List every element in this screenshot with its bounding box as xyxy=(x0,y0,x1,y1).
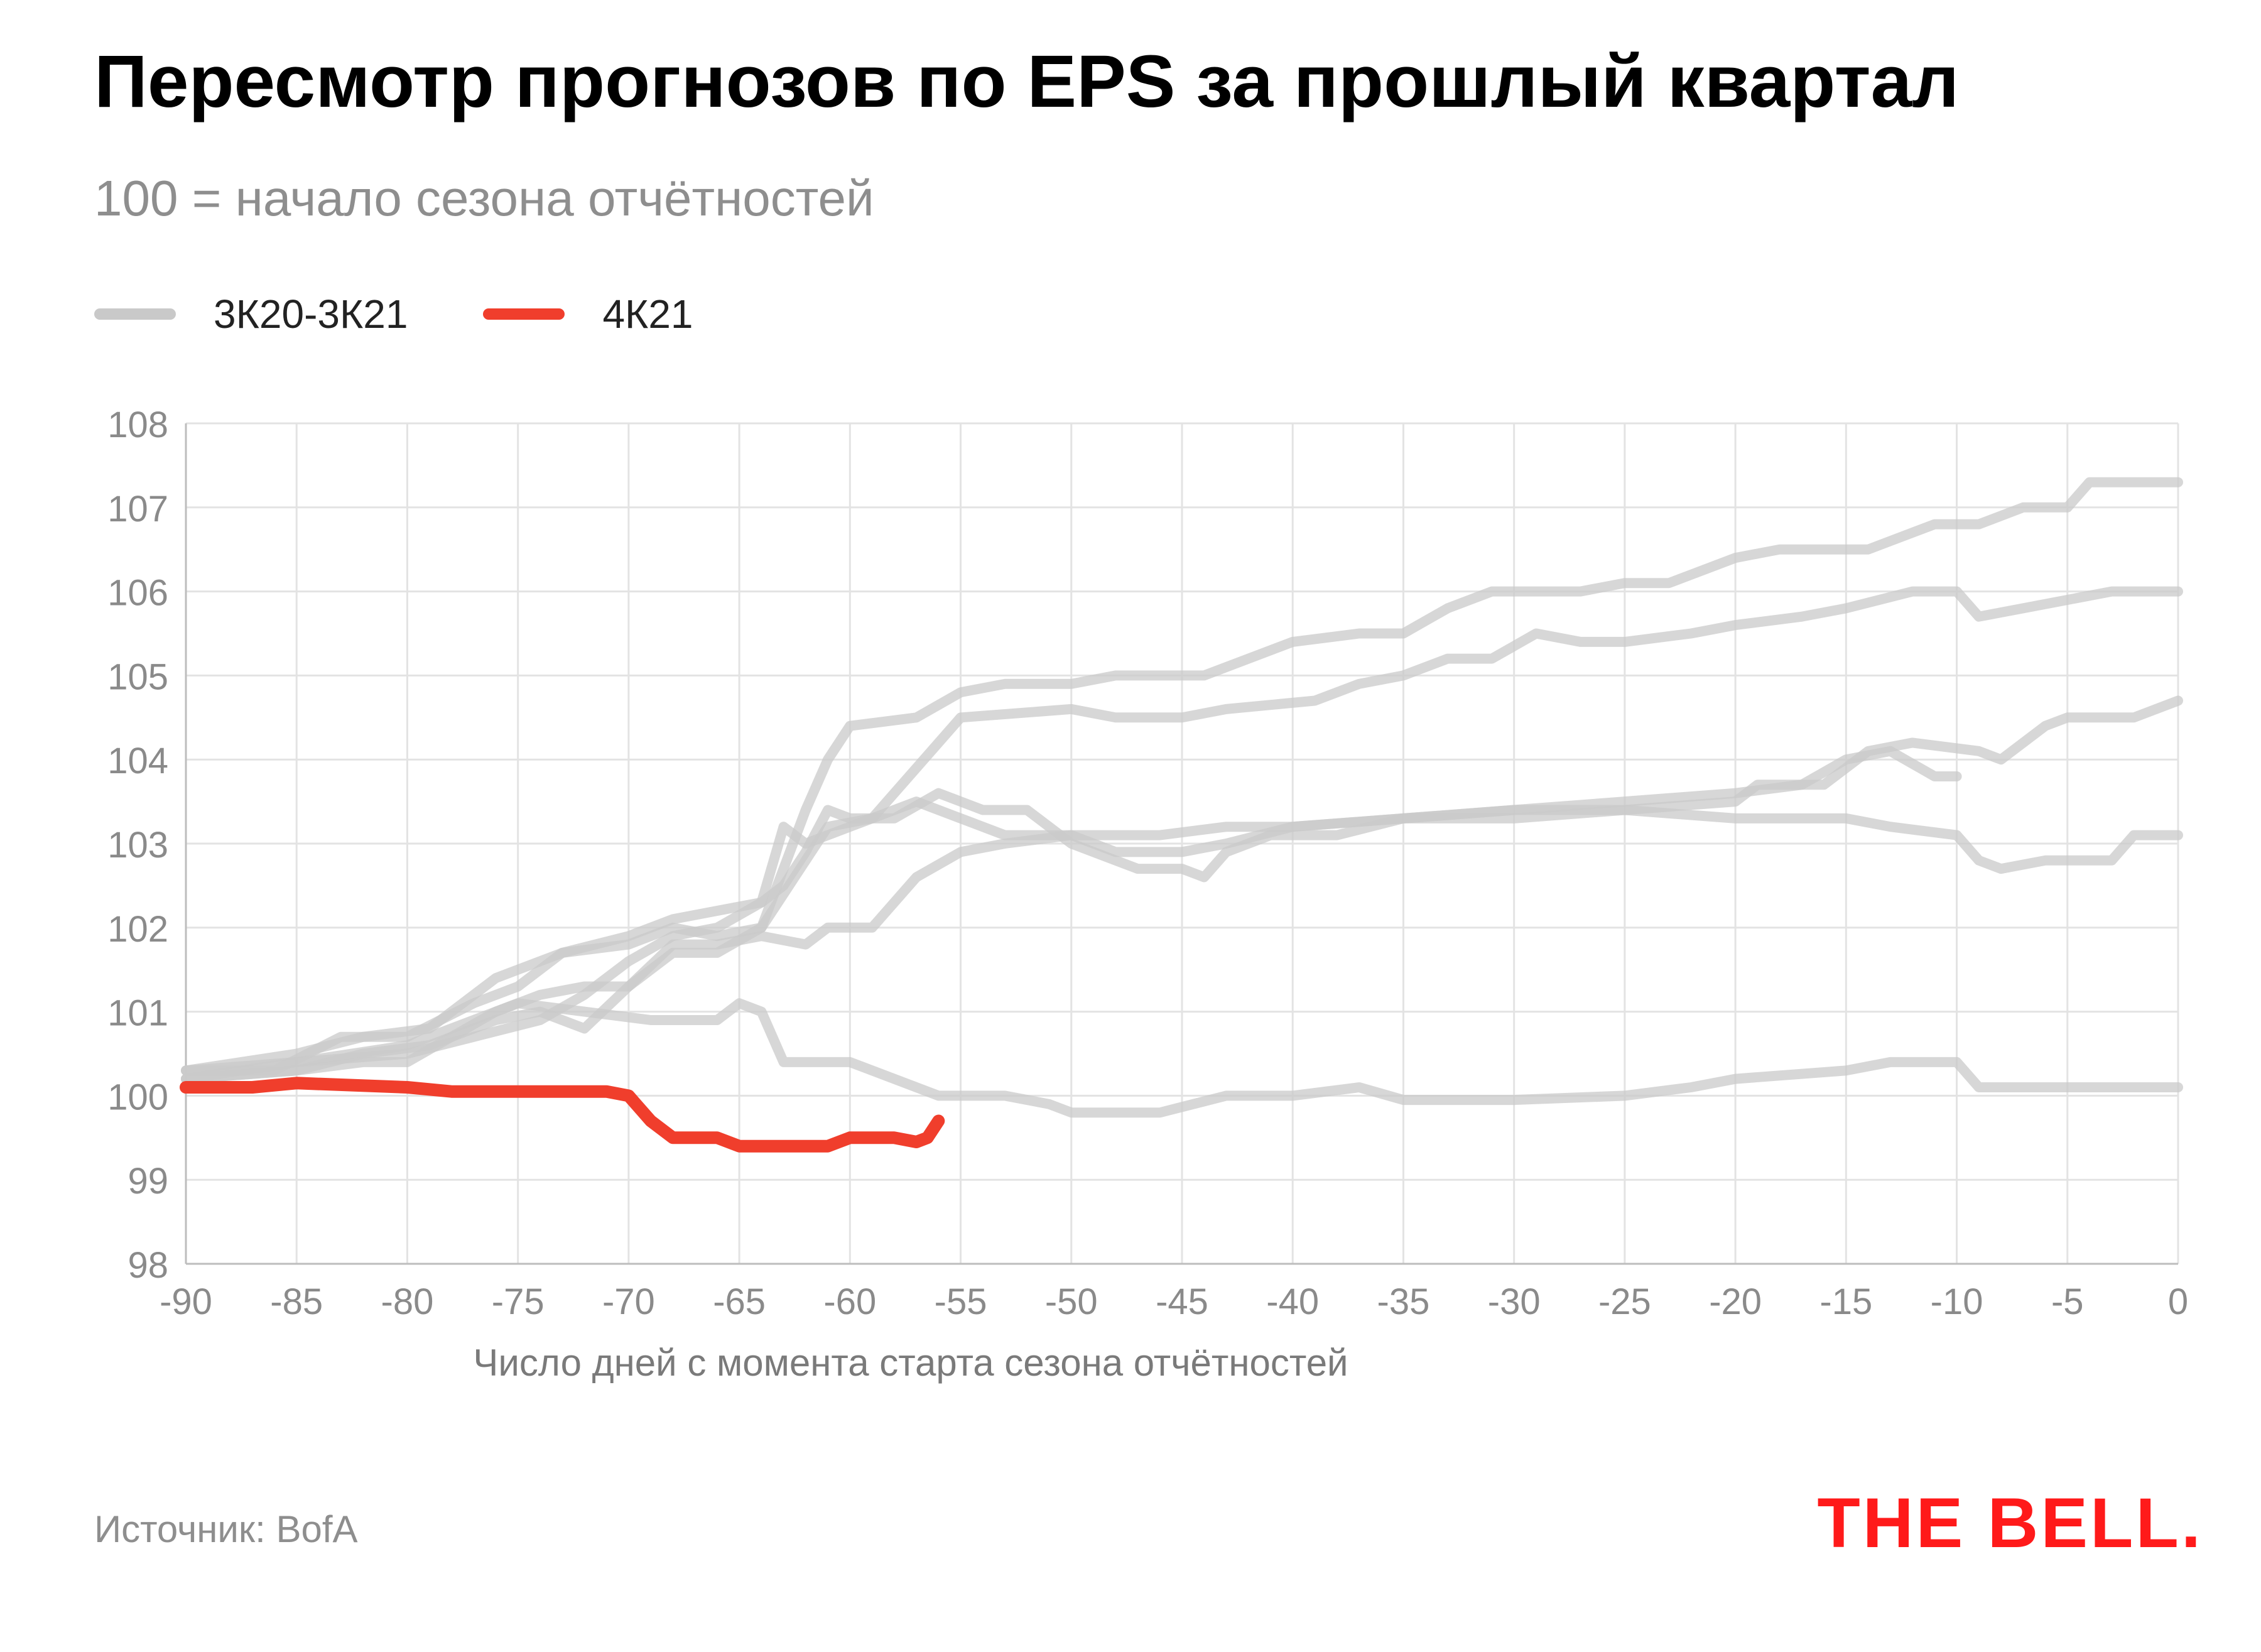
legend-swatch-red xyxy=(483,308,565,320)
x-tick-label: -5 xyxy=(2051,1281,2084,1322)
x-tick-label: -60 xyxy=(823,1281,876,1322)
y-tick-label: 101 xyxy=(107,993,168,1034)
series-line-gray-4 xyxy=(181,586,2183,1084)
legend-item-gray: 3К20-3К21 xyxy=(94,291,408,337)
legend-label-gray: 3К20-3К21 xyxy=(214,291,408,337)
series-line-gray-3 xyxy=(181,695,2183,1084)
legend: 3К20-3К21 4К21 xyxy=(94,286,769,342)
chart-subtitle: 100 = начало сезона отчётностей xyxy=(94,170,874,226)
y-tick-label: 107 xyxy=(107,489,168,530)
series-line-gray-5 xyxy=(181,477,2183,1076)
x-tick-label: -65 xyxy=(713,1281,766,1322)
series-line-4k21 xyxy=(180,1077,945,1153)
y-tick-label: 104 xyxy=(107,741,168,781)
x-tick-label: -90 xyxy=(160,1281,212,1322)
x-tick-label: -35 xyxy=(1377,1281,1430,1322)
y-tick-label: 100 xyxy=(107,1077,168,1117)
x-tick-label: -70 xyxy=(602,1281,655,1322)
x-tick-label: -50 xyxy=(1045,1281,1098,1322)
x-tick-label: -55 xyxy=(935,1281,987,1322)
x-tick-label: -40 xyxy=(1266,1281,1319,1322)
y-tick-label: 102 xyxy=(107,909,168,950)
y-tick-label: 99 xyxy=(127,1161,168,1202)
x-tick-label: -15 xyxy=(1819,1281,1872,1322)
x-tick-label: -75 xyxy=(492,1281,545,1322)
legend-swatch-gray xyxy=(94,308,176,320)
legend-item-red: 4К21 xyxy=(483,291,693,337)
legend-label-red: 4К21 xyxy=(602,291,693,337)
y-tick-label: 108 xyxy=(107,405,168,445)
source-note: Источник: BofA xyxy=(94,1508,358,1550)
y-tick-label: 98 xyxy=(127,1245,168,1286)
x-tick-label: -10 xyxy=(1931,1281,1983,1322)
brand-logo: THE BELL. xyxy=(1817,1484,2203,1562)
x-tick-label: -80 xyxy=(381,1281,434,1322)
series-line-gray-0 xyxy=(181,998,2183,1118)
y-tick-label: 103 xyxy=(107,825,168,866)
y-tick-label: 105 xyxy=(107,656,168,697)
x-tick-label: -85 xyxy=(270,1281,323,1322)
chart-title: Пересмотр прогнозов по EPS за прошлый кв… xyxy=(94,40,1960,123)
x-tick-label: -45 xyxy=(1156,1281,1208,1322)
x-tick-label: 0 xyxy=(2168,1281,2188,1322)
x-axis-label: Число дней с момента старта сезона отчёт… xyxy=(473,1342,1348,1384)
x-tick-label: -30 xyxy=(1488,1281,1541,1322)
y-tick-label: 106 xyxy=(107,573,168,614)
x-tick-label: -20 xyxy=(1709,1281,1762,1322)
x-tick-label: -25 xyxy=(1598,1281,1651,1322)
series-line-gray-2 xyxy=(181,788,2183,1076)
